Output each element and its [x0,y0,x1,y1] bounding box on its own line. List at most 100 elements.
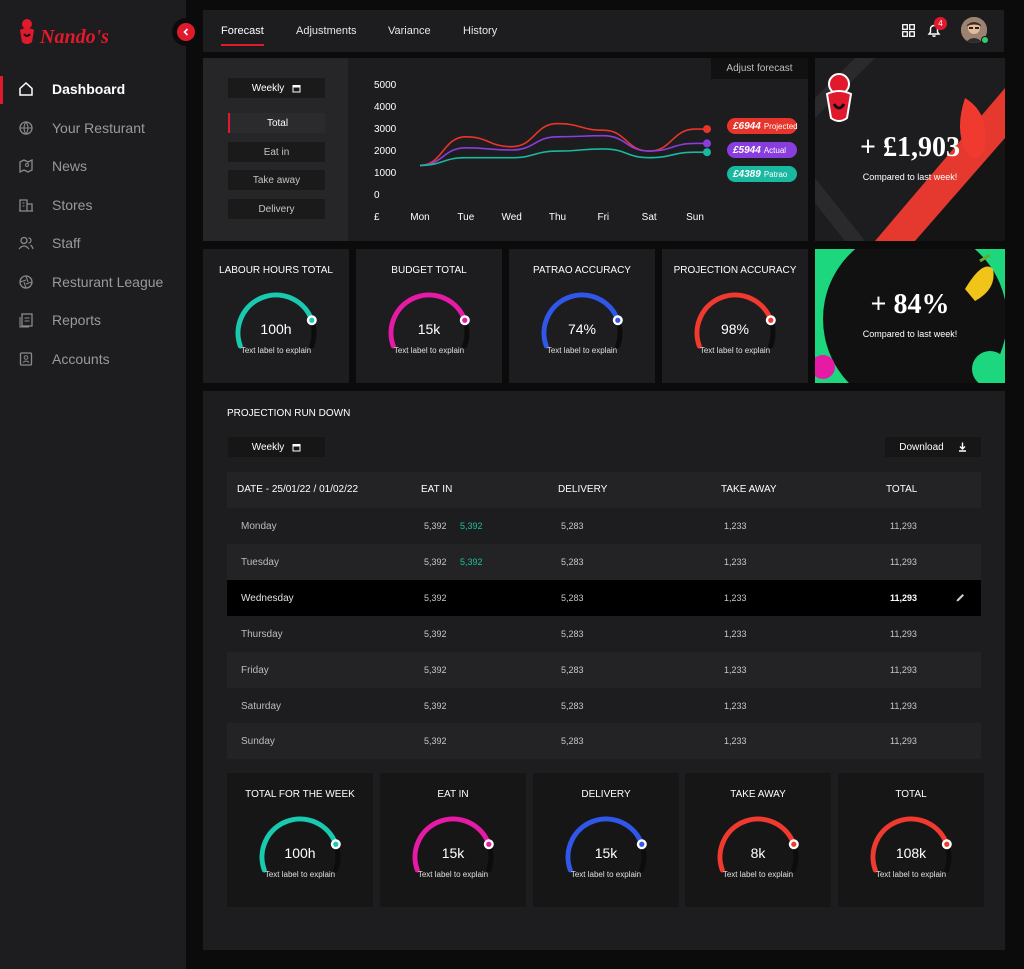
download-label: Download [899,441,944,453]
kpi-title: LABOUR HOURS TOTAL [219,265,333,276]
table-row[interactable]: Friday 5,392 5,283 1,233 11,293 [227,652,981,688]
cell-eat-in: 5,392 [424,701,447,711]
sidebar-item-your-resturant[interactable]: Your Resturant [0,111,186,145]
y-tick-label: 4000 [374,102,397,113]
series-line-actual [419,134,696,167]
home-icon [19,81,33,96]
kpi-gauge [565,816,647,873]
collapse-sidebar-button[interactable] [172,18,200,46]
rundown-period-select[interactable]: Weekly [228,437,325,457]
kpi-title: TAKE AWAY [730,789,786,800]
table-row[interactable]: Thursday 5,392 5,283 1,233 11,293 [227,616,981,652]
kpi-title: DELIVERY [581,789,631,800]
sidebar-item-label: Reports [52,312,102,328]
table-row[interactable]: Tuesday 5,392 5,392 5,283 1,233 11,293 [227,544,981,580]
logo-text: Nando's [40,26,109,48]
kpi-gauge [870,816,952,873]
kpi-sub: Text label to explain [264,870,336,879]
adjust-forecast-button[interactable]: Adjust forecast [711,58,808,79]
tab-label: Adjustments [296,25,357,37]
section-title: PROJECTION RUN DOWN [227,408,351,419]
cell-take-away: 1,233 [724,593,747,603]
sidebar-item-accounts[interactable]: Accounts [0,342,186,376]
kpi-sub: Text label to explain [393,346,465,355]
kpi-title: PATRAO ACCURACY [533,265,631,276]
period-select[interactable]: Weekly [228,78,325,98]
table-row-selected[interactable]: Wednesday 5,392 5,283 1,233 11,293 [227,580,981,616]
tab-adjustments[interactable]: Adjustments [296,10,357,52]
legend-projected: £6944 Projected [727,118,798,134]
tab-history[interactable]: History [463,10,497,52]
cell-delivery: 5,283 [561,665,584,675]
filter-take-away[interactable]: Take away [228,170,325,190]
legend-name: Actual [763,145,787,155]
gauge-fill [694,292,774,349]
promo-value: + £1,903 [860,132,960,163]
column-header-eat-in: EAT IN [421,484,453,495]
edit-icon[interactable] [955,592,966,603]
summary-card-total-week: TOTAL FOR THE WEEK 100h Text label to ex… [227,773,373,907]
filter-eat-in[interactable]: Eat in [228,142,325,162]
cell-day: Friday [241,665,269,676]
tab-forecast[interactable]: Forecast [221,10,264,52]
kpi-card-projection-accuracy: PROJECTION ACCURACY 98% Text label to ex… [662,249,808,383]
table-row[interactable]: Saturday 5,392 5,283 1,233 11,293 [227,688,981,724]
download-button[interactable]: Download [885,437,981,457]
x-tick-label: Fri [597,212,609,223]
map-icon [19,158,33,174]
kpi-value: 108k [895,845,927,861]
promo-caption: Compared to last week! [862,172,958,182]
cell-day: Thursday [241,629,283,640]
gauge-knob-center [768,317,774,323]
nandos-logo[interactable]: Nando's [16,16,136,52]
sidebar-item-stores[interactable]: Stores [0,188,186,222]
forecast-line-chart: 5000 4000 3000 2000 1000 0 £ Mon Tue Wed Thu Fri Sat… [374,80,711,223]
legend-name: Patrao [763,169,788,179]
kpi-title: TOTAL [895,789,927,800]
promo-decoration [815,249,1005,383]
sidebar-item-resturant-league[interactable]: Resturant League [0,265,186,299]
kpi-value: 74% [567,321,597,337]
gauge-knob-center [944,841,950,847]
kpi-sub: Text label to explain [417,870,489,879]
y-tick-label: £ [374,212,380,223]
users-icon [18,236,34,250]
legend-value: £6944 [733,120,761,132]
sidebar-item-reports[interactable]: Reports [0,303,186,337]
online-status-dot [981,36,989,44]
period-select-value: Weekly [251,441,285,453]
gauge-knob-center [333,841,339,847]
calendar-icon [292,443,301,451]
filter-label: Take away [252,174,301,186]
cell-day: Monday [241,521,277,532]
cell-eat-in: 5,392 [424,736,447,746]
cell-delivery: 5,283 [561,629,584,639]
sidebar-item-label: Dashboard [52,81,126,97]
grid-icon[interactable] [902,24,915,37]
filter-total[interactable]: Total [228,113,325,133]
cell-eat-in: 5,392 [424,665,447,675]
cell-total: 11,293 [890,665,917,675]
kpi-title: TOTAL FOR THE WEEK [245,789,355,800]
column-header-take-away: TAKE AWAY [721,484,777,495]
cell-eat-in: 5,392 [424,521,447,531]
x-tick-label: Sun [686,212,704,223]
filter-delivery[interactable]: Delivery [228,199,325,219]
cell-delivery: 5,283 [561,736,584,746]
cell-take-away: 1,233 [724,736,747,746]
kpi-title: EAT IN [437,789,469,800]
chevron-left-icon [183,28,189,36]
x-tick-label: Sat [642,212,657,223]
table-row[interactable]: Monday 5,392 5,392 5,283 1,233 11,293 [227,508,981,544]
gauge-fill [412,816,492,873]
y-tick-label: 2000 [374,146,397,157]
cell-eat-in-adjusted: 5,392 [460,557,483,567]
sidebar-item-staff[interactable]: Staff [0,226,186,260]
tab-variance[interactable]: Variance [388,10,431,52]
cell-total: 11,293 [890,701,917,711]
sidebar-item-news[interactable]: News [0,149,186,183]
table-row[interactable]: Sunday 5,392 5,283 1,233 11,293 [227,723,981,759]
kpi-sub: Text label to explain [240,346,312,355]
document-icon [19,313,33,328]
sidebar-item-dashboard[interactable]: Dashboard [0,72,186,106]
